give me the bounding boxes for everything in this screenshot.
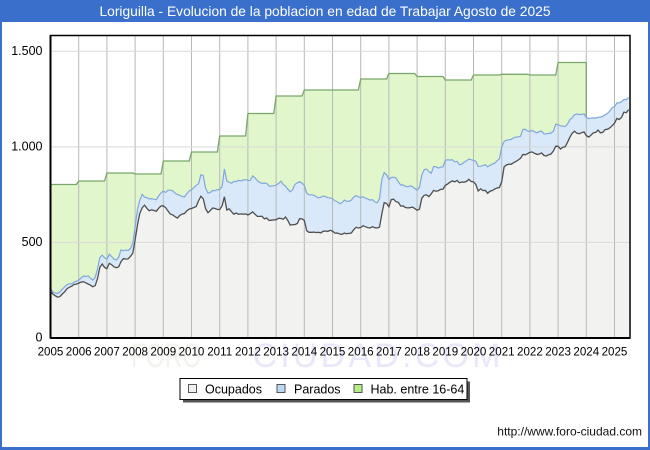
svg-text:Parados: Parados	[294, 383, 341, 397]
svg-text:Ocupados: Ocupados	[205, 383, 262, 397]
svg-text:2025: 2025	[602, 346, 628, 359]
svg-text:2009: 2009	[150, 346, 176, 359]
svg-text:Loriguilla - Evolucion de la p: Loriguilla - Evolucion de la poblacion e…	[99, 4, 550, 19]
svg-text:2023: 2023	[545, 346, 571, 359]
svg-text:2021: 2021	[489, 346, 515, 359]
svg-text:2007: 2007	[94, 346, 120, 359]
svg-text:2024: 2024	[573, 346, 599, 359]
svg-text:FORO: FORO	[131, 337, 201, 375]
svg-text:2022: 2022	[517, 346, 543, 359]
svg-text:500: 500	[22, 235, 43, 249]
svg-text:2020: 2020	[461, 346, 487, 359]
svg-text:CIUDAD.COM: CIUDAD.COM	[253, 337, 504, 375]
svg-text:2012: 2012	[235, 346, 261, 359]
svg-text:2006: 2006	[66, 346, 92, 359]
svg-text:2005: 2005	[38, 346, 64, 359]
svg-text:2013: 2013	[263, 346, 289, 359]
svg-text:http://www.foro-ciudad.com: http://www.foro-ciudad.com	[497, 425, 642, 439]
svg-text:2019: 2019	[432, 346, 458, 359]
svg-text:2008: 2008	[122, 346, 148, 359]
svg-text:Hab. entre 16-64: Hab. entre 16-64	[371, 383, 465, 397]
svg-text:2018: 2018	[404, 346, 430, 359]
svg-text:1.500: 1.500	[11, 44, 42, 58]
svg-text:2017: 2017	[376, 346, 402, 359]
svg-text:1.000: 1.000	[11, 140, 42, 154]
svg-text:2010: 2010	[179, 346, 205, 359]
svg-text:0: 0	[36, 331, 43, 345]
svg-text:2015: 2015	[320, 346, 346, 359]
svg-text:2014: 2014	[291, 346, 317, 359]
svg-text:2011: 2011	[207, 346, 232, 359]
svg-text:2016: 2016	[348, 346, 374, 359]
